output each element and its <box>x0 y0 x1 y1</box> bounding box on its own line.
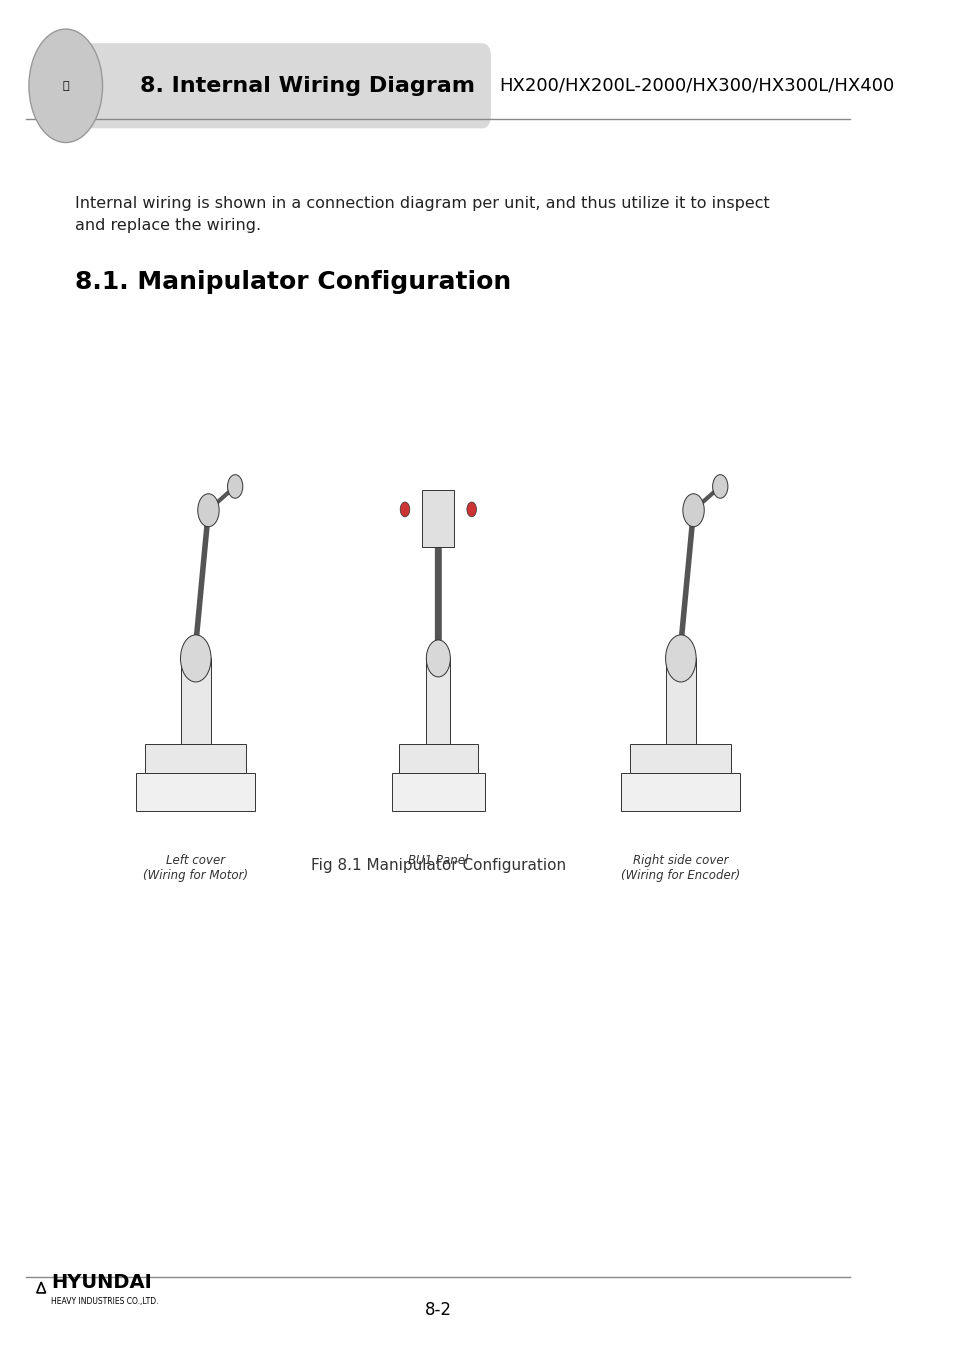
Text: HEAVY INDUSTRIES CO.,LTD.: HEAVY INDUSTRIES CO.,LTD. <box>51 1297 158 1306</box>
FancyBboxPatch shape <box>74 297 801 838</box>
Circle shape <box>426 640 450 677</box>
Circle shape <box>29 30 103 143</box>
Bar <box>422 490 454 547</box>
Bar <box>136 773 255 811</box>
Text: HX200/HX200L-2000/HX300/HX300L/HX400: HX200/HX200L-2000/HX300/HX300L/HX400 <box>499 77 894 95</box>
Circle shape <box>682 493 703 527</box>
Circle shape <box>228 474 243 499</box>
Text: Right side cover
(Wiring for Encoder): Right side cover (Wiring for Encoder) <box>620 854 740 882</box>
Circle shape <box>665 635 696 682</box>
Bar <box>392 773 484 811</box>
Text: 8. Internal Wiring Diagram: 8. Internal Wiring Diagram <box>140 76 475 96</box>
Bar <box>398 744 477 773</box>
FancyBboxPatch shape <box>71 43 491 128</box>
Circle shape <box>466 503 476 517</box>
Text: 8.1. Manipulator Configuration: 8.1. Manipulator Configuration <box>74 270 510 295</box>
Circle shape <box>180 635 211 682</box>
Circle shape <box>712 474 727 499</box>
Bar <box>145 744 246 773</box>
Text: 🤖: 🤖 <box>62 81 69 91</box>
Circle shape <box>399 503 410 517</box>
Text: Fig 8.1 Manipulator Configuration: Fig 8.1 Manipulator Configuration <box>311 858 565 873</box>
Bar <box>180 658 211 744</box>
Text: BU1 Panel: BU1 Panel <box>408 854 468 867</box>
Bar <box>426 658 450 744</box>
Circle shape <box>197 493 219 527</box>
Text: 8-2: 8-2 <box>424 1301 452 1320</box>
Text: HYUNDAI: HYUNDAI <box>51 1273 152 1292</box>
Text: Internal wiring is shown in a connection diagram per unit, and thus utilize it t: Internal wiring is shown in a connection… <box>74 196 768 234</box>
Bar <box>620 773 740 811</box>
Bar <box>665 658 696 744</box>
Bar <box>630 744 731 773</box>
Text: Left cover
(Wiring for Motor): Left cover (Wiring for Motor) <box>143 854 248 882</box>
